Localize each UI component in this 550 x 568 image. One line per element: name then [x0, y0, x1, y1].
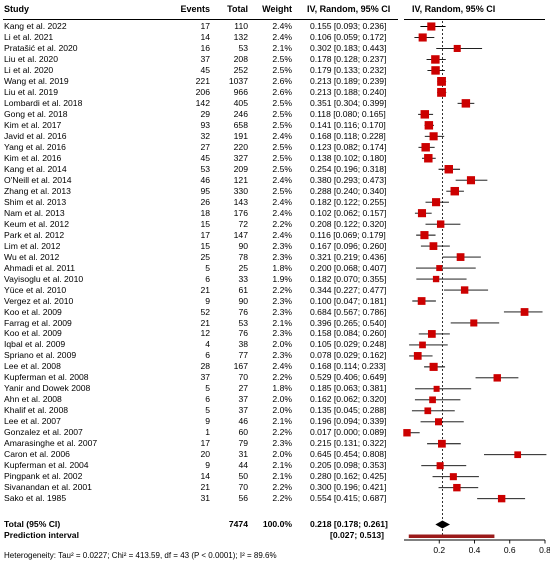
study-marker: [431, 55, 439, 63]
study-marker: [428, 330, 436, 338]
study-marker: [419, 342, 426, 349]
study-marker: [451, 187, 459, 195]
study-marker: [437, 462, 444, 469]
study-marker: [521, 308, 529, 316]
x-tick-label: 0.2: [433, 545, 445, 555]
study-marker: [470, 319, 477, 326]
study-marker: [419, 33, 427, 41]
study-marker: [430, 363, 438, 371]
study-marker: [424, 154, 432, 162]
study-marker: [437, 88, 446, 97]
study-marker: [421, 110, 429, 118]
study-marker: [498, 495, 505, 502]
study-marker: [461, 286, 468, 293]
study-marker: [453, 484, 460, 491]
study-marker: [437, 220, 444, 227]
study-marker: [450, 473, 457, 480]
study-marker: [457, 253, 465, 261]
study-marker: [421, 143, 429, 151]
study-marker: [438, 440, 446, 448]
study-marker: [425, 121, 433, 129]
study-marker: [418, 209, 426, 217]
prediction-interval-bar: [409, 535, 495, 539]
study-marker: [462, 99, 470, 107]
study-marker: [429, 396, 436, 403]
study-marker: [494, 374, 501, 381]
study-marker: [432, 198, 440, 206]
study-marker: [433, 276, 439, 282]
x-tick-label: 0.4: [469, 545, 481, 555]
study-marker: [434, 386, 440, 392]
x-tick-label: 0.8: [539, 545, 550, 555]
study-marker: [427, 22, 435, 30]
study-marker: [454, 45, 461, 52]
study-marker: [418, 297, 426, 305]
study-marker: [424, 407, 431, 414]
study-marker: [514, 451, 521, 458]
x-tick-label: 0.6: [504, 545, 516, 555]
study-marker: [445, 165, 453, 173]
study-marker: [467, 176, 475, 184]
pooled-diamond: [435, 521, 450, 529]
study-marker: [431, 66, 439, 74]
study-marker: [430, 242, 438, 250]
study-marker: [435, 418, 442, 425]
study-marker: [430, 132, 438, 140]
study-marker: [436, 265, 442, 271]
study-marker: [414, 352, 422, 360]
study-marker: [420, 231, 428, 239]
study-marker: [437, 77, 446, 86]
study-marker: [403, 429, 410, 436]
